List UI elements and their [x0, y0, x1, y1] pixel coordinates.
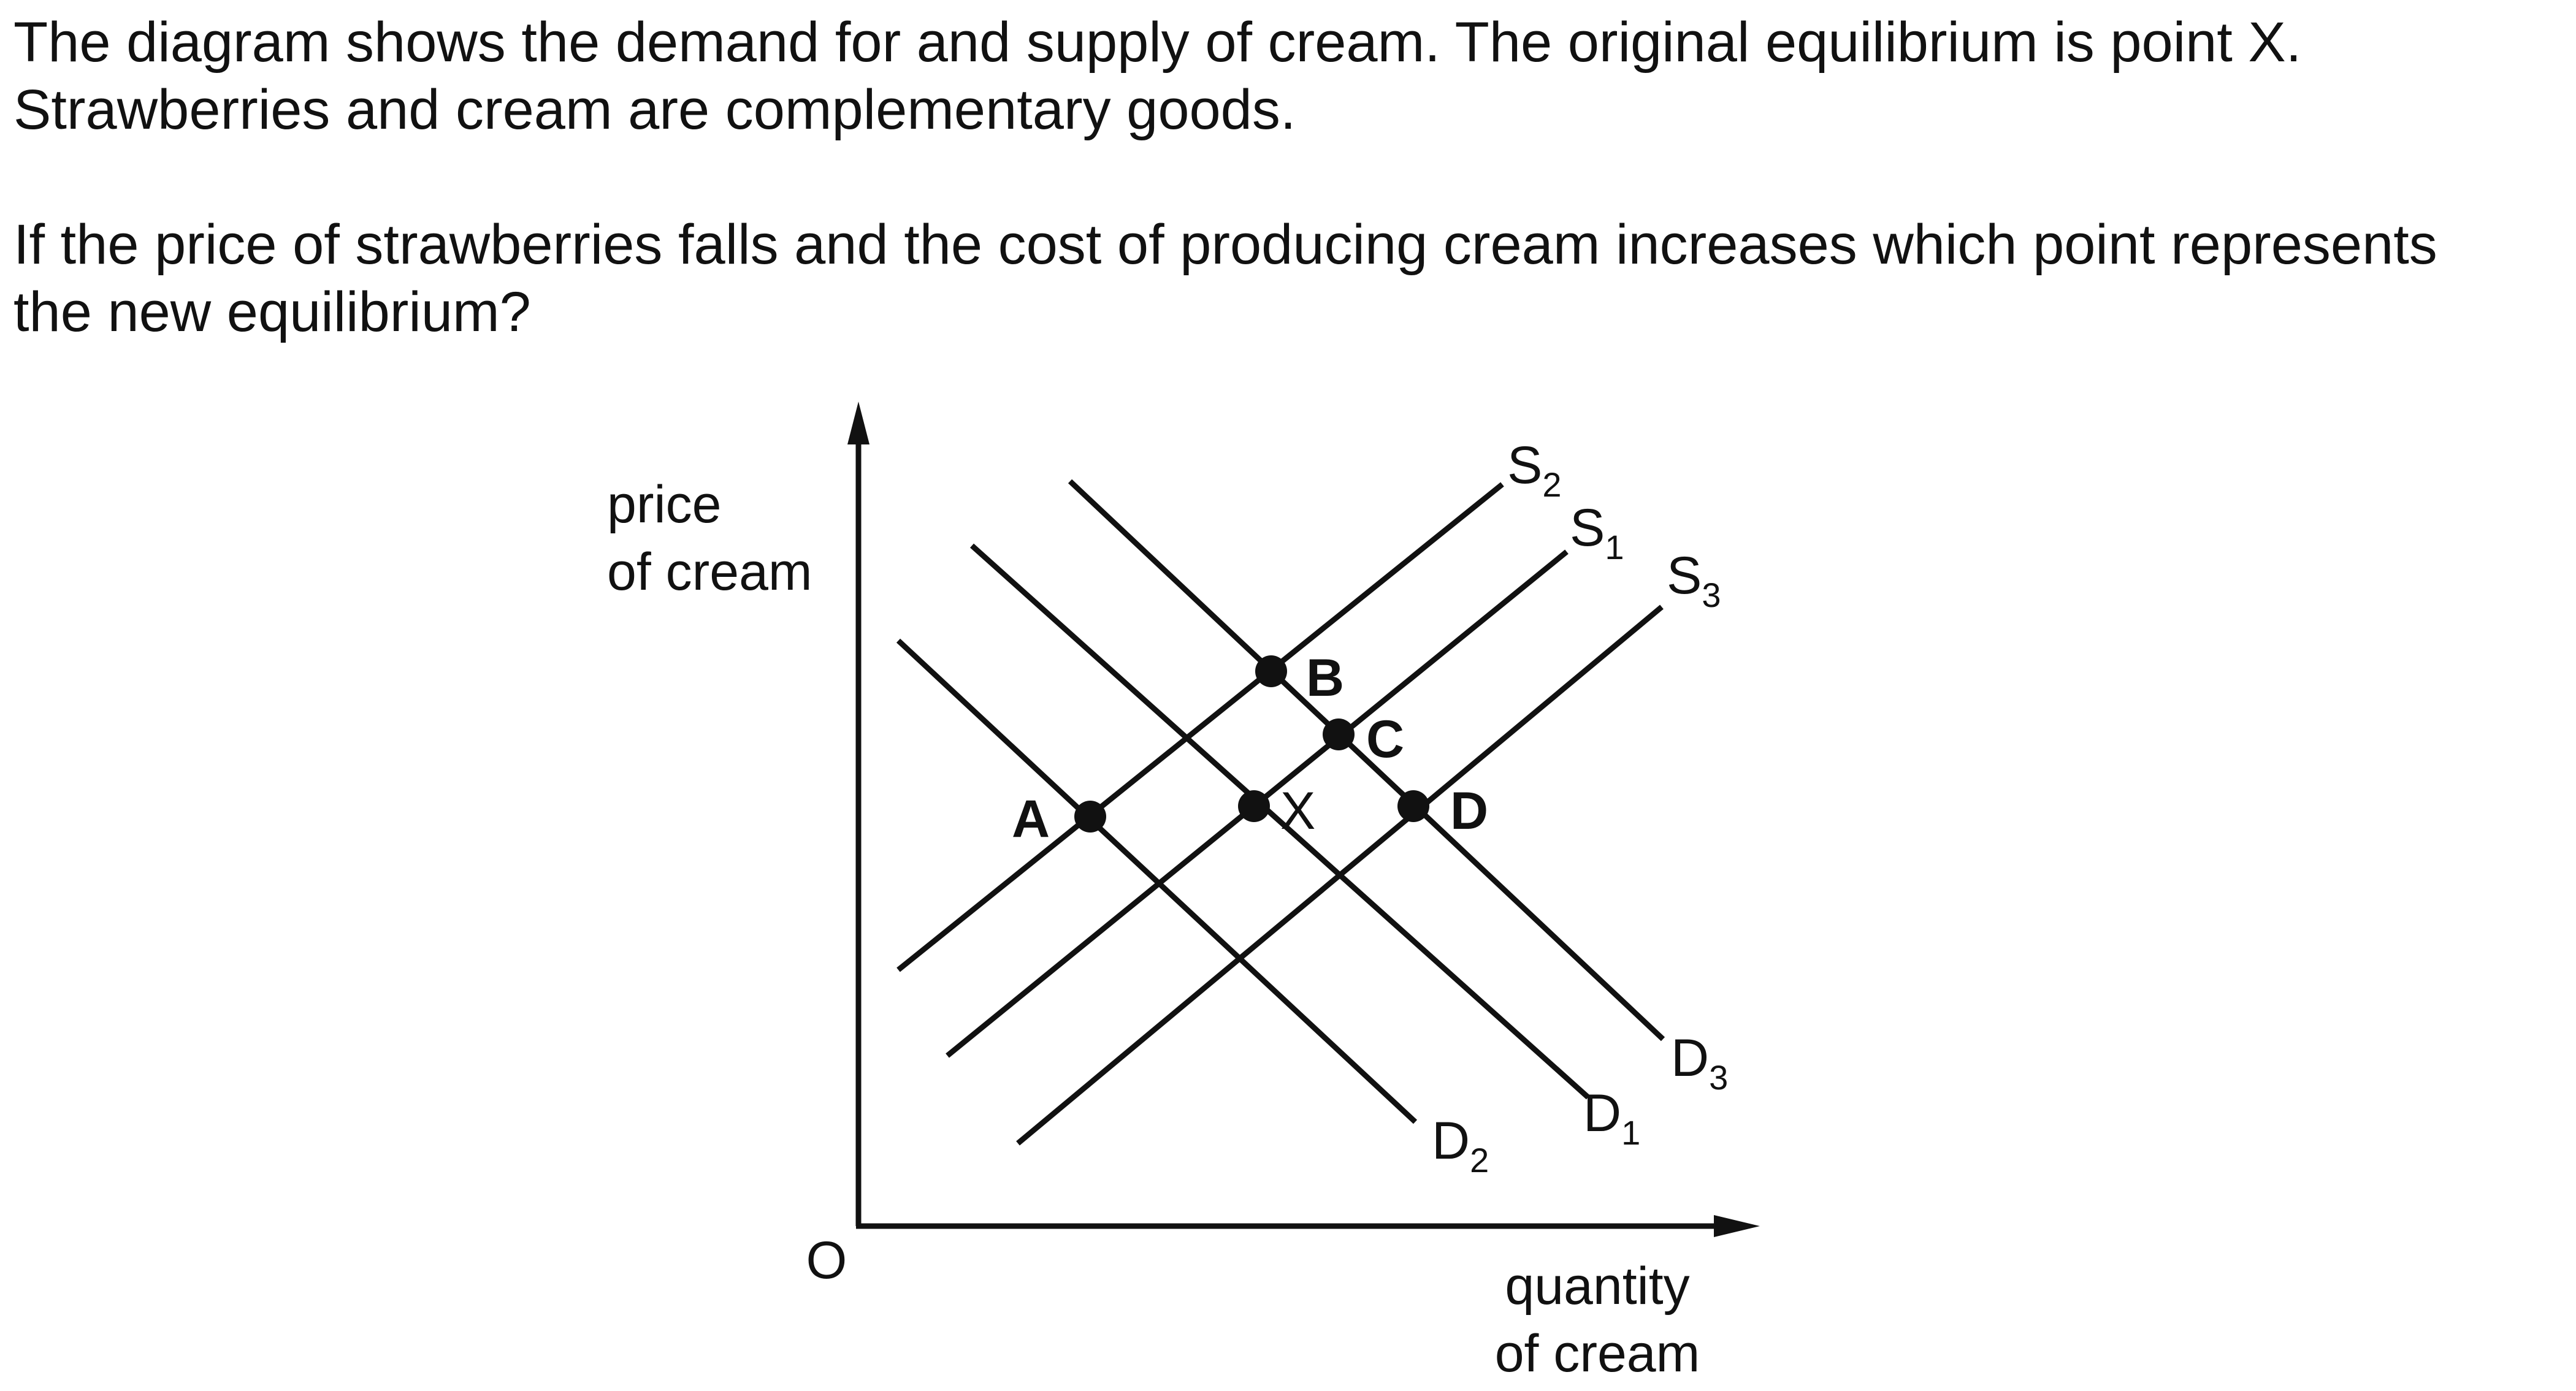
label-d1: D1 [1583, 1084, 1640, 1152]
point-d-marker [1397, 790, 1429, 822]
question-line-1: The diagram shows the demand for and sup… [13, 11, 2302, 74]
supply-curve-s2 [896, 482, 1504, 972]
axis-labels: price of cream O quantity of cream [607, 475, 1700, 1383]
question-text: The diagram shows the demand for and sup… [13, 9, 2528, 346]
point-b-label: B [1306, 649, 1344, 707]
label-s1: S1 [1570, 498, 1624, 566]
point-x-label: X [1280, 782, 1315, 840]
x-axis-arrowhead [1714, 1215, 1760, 1237]
axes [847, 402, 1760, 1237]
label-s2: S2 [1507, 436, 1562, 504]
label-s3: S3 [1667, 546, 1721, 614]
label-d3: D3 [1671, 1029, 1728, 1097]
equilibrium-points: A B C X D [1012, 649, 1488, 848]
point-c-label: C [1366, 710, 1404, 769]
point-c-marker [1323, 718, 1355, 750]
point-a-label: A [1012, 790, 1050, 848]
question-line-4: the new equilibrium? [13, 281, 531, 343]
y-axis-label-line1: price [607, 475, 721, 534]
point-x-marker [1238, 790, 1270, 822]
y-axis-label-line2: of cream [607, 543, 812, 601]
x-axis-label-line1: quantity [1505, 1257, 1689, 1316]
demand-curve-d2 [896, 638, 1418, 1124]
question-paragraph-1: The diagram shows the demand for and sup… [13, 9, 2528, 143]
curve-labels: S2 S1 S3 D2 D1 D3 [1432, 436, 1728, 1179]
origin-label: O [806, 1231, 847, 1290]
point-a-marker [1074, 801, 1106, 833]
point-b-marker [1255, 655, 1287, 687]
x-axis-label-line2: of cream [1495, 1324, 1700, 1383]
demand-curve-d3 [1068, 479, 1665, 1042]
y-axis-arrowhead [847, 402, 869, 444]
demand-curve-d1 [969, 543, 1591, 1100]
question-line-3: If the price of strawberries falls and t… [13, 213, 2437, 276]
point-d-label: D [1450, 782, 1488, 840]
label-d2: D2 [1432, 1111, 1489, 1179]
question-paragraph-2: If the price of strawberries falls and t… [13, 211, 2528, 346]
question-line-2: Strawberries and cream are complementary… [13, 78, 1296, 141]
